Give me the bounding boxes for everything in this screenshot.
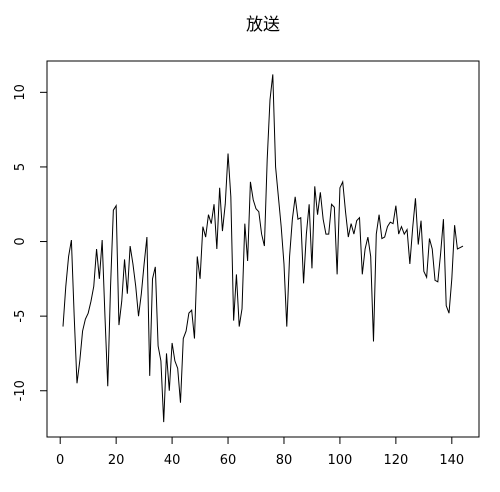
y-tick-label: -5 <box>13 310 28 323</box>
plot-frame <box>46 60 480 438</box>
x-tick-label: 0 <box>56 453 64 468</box>
x-tick-label: 120 <box>383 453 408 468</box>
x-tick-label: 60 <box>220 453 237 468</box>
y-tick-label: 0 <box>13 237 28 245</box>
chart-title: 放送 <box>246 15 280 35</box>
series-line <box>62 74 464 423</box>
y-tick-label: 5 <box>13 163 28 171</box>
x-tick-label: 80 <box>276 453 293 468</box>
x-tick-label: 40 <box>164 453 181 468</box>
y-tick-label: 10 <box>13 84 28 101</box>
x-tick-label: 100 <box>328 453 353 468</box>
y-tick-label: -10 <box>13 380 28 401</box>
x-tick-label: 140 <box>439 453 464 468</box>
x-tick-label: 20 <box>108 453 125 468</box>
